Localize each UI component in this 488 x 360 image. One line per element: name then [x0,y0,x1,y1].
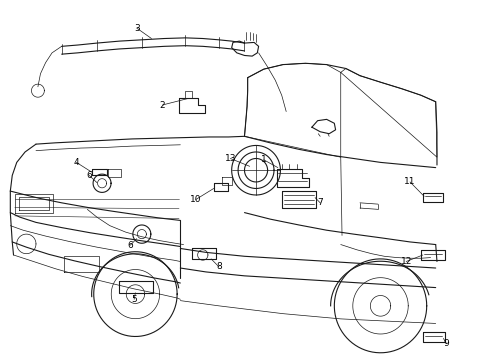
Text: 6: 6 [86,171,92,180]
Text: 4: 4 [73,158,79,167]
Text: 7: 7 [317,198,323,207]
Text: 6: 6 [127,241,133,250]
Text: 1: 1 [260,155,266,164]
Text: 3: 3 [134,23,139,32]
Text: 11: 11 [404,177,415,186]
Text: 2: 2 [159,100,165,109]
Text: 9: 9 [443,339,448,348]
Text: 12: 12 [400,257,411,266]
Text: 8: 8 [216,262,221,271]
Text: 13: 13 [224,154,236,163]
Text: 5: 5 [131,295,137,304]
Text: 10: 10 [190,195,201,204]
